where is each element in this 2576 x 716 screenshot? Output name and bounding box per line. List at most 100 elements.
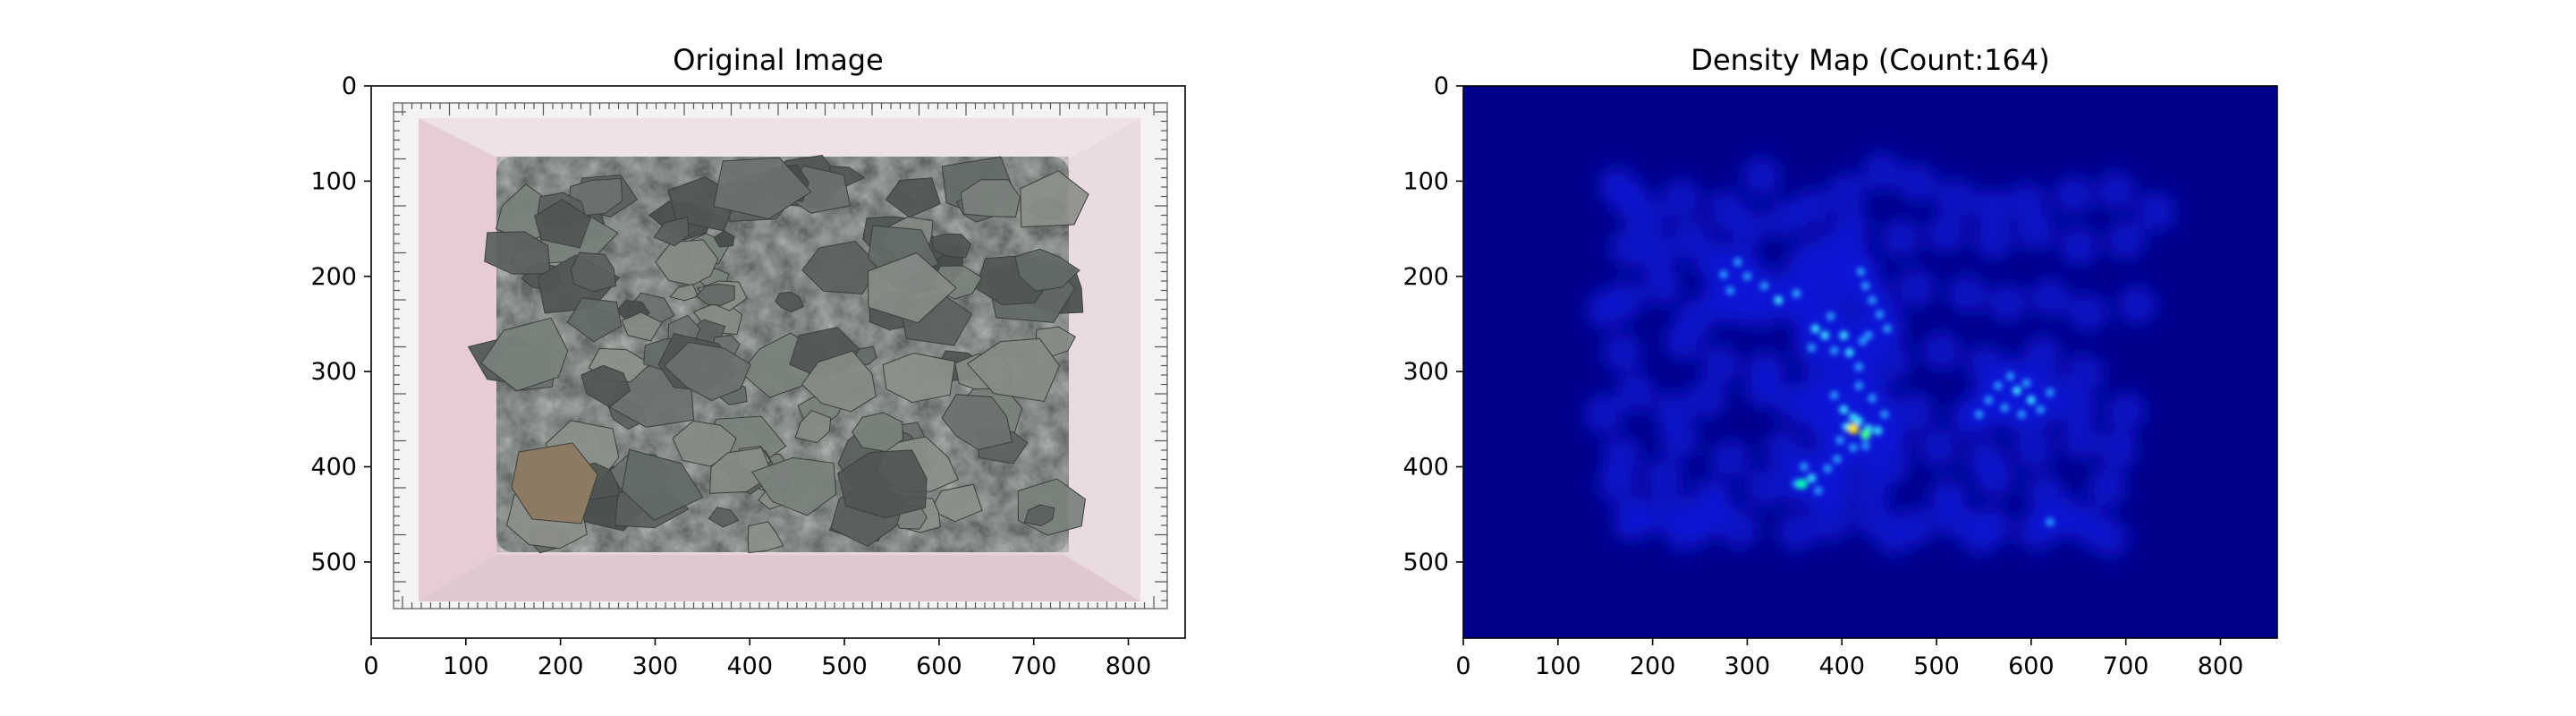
density-hotspot xyxy=(1807,473,1817,483)
density-point xyxy=(1820,226,1860,266)
density-hotspot xyxy=(1829,345,1839,355)
left-panel-title: Original Image xyxy=(673,43,884,77)
density-hotspot xyxy=(2026,396,2036,405)
density-point xyxy=(2022,334,2063,374)
density-point xyxy=(2136,192,2176,232)
density-point xyxy=(2065,354,2106,394)
density-point xyxy=(2070,506,2110,546)
density-point xyxy=(1612,502,1652,542)
right-y-tick-label: 500 xyxy=(1402,549,1449,576)
density-point xyxy=(2054,175,2094,216)
density-point xyxy=(1874,516,1914,556)
density-hotspot xyxy=(1844,347,1854,357)
right-x-tick-label: 600 xyxy=(2008,652,2055,680)
density-point xyxy=(1810,502,1851,542)
density-hotspot xyxy=(1835,435,1845,445)
density-point xyxy=(1936,178,1976,218)
rock-pieces xyxy=(467,154,1089,554)
left-x-tick-label: 800 xyxy=(1106,652,1152,680)
density-hotspot xyxy=(1873,426,1883,436)
density-hotspot xyxy=(1860,441,1870,451)
right-x-tick-label: 500 xyxy=(1913,652,1960,680)
density-hotspot xyxy=(1813,486,1823,496)
density-point xyxy=(1628,199,1668,239)
right-x-ticks: 0 100 200 300 400 500 600 700 800 xyxy=(1455,638,2243,680)
density-point xyxy=(1583,395,1623,435)
density-hotspot xyxy=(1839,405,1849,414)
right-x-tick-label: 200 xyxy=(1630,652,1676,680)
density-hotspot xyxy=(1854,381,1864,391)
density-hotspot xyxy=(2046,517,2055,527)
density-point xyxy=(1727,209,1767,249)
density-hotspot xyxy=(1820,330,1830,340)
density-hotspot xyxy=(1856,267,1866,277)
left-x-tick-label: 200 xyxy=(538,652,584,680)
density-peak xyxy=(1796,478,1808,490)
density-point xyxy=(1644,458,1684,499)
left-x-ticks: 0 100 200 300 400 500 600 700 800 xyxy=(363,638,1151,680)
right-y-tick-label: 400 xyxy=(1402,454,1449,482)
right-y-ticks: 0 100 200 300 400 500 xyxy=(1402,72,1463,576)
density-point xyxy=(2106,391,2146,431)
density-point xyxy=(2106,220,2146,260)
right-x-tick-label: 400 xyxy=(1818,652,1865,680)
density-hotspot xyxy=(1823,464,1833,473)
density-hotspot xyxy=(1792,288,1801,298)
density-point xyxy=(1973,220,2013,260)
left-y-tick-label: 200 xyxy=(310,263,357,291)
density-hotspot xyxy=(1868,393,1877,403)
density-hotspot xyxy=(1848,443,1858,453)
density-hotspot xyxy=(2000,403,2010,413)
density-hotspot xyxy=(2021,378,2031,388)
density-point xyxy=(2016,210,2056,251)
density-point xyxy=(1921,330,1962,371)
left-y-tick-label: 500 xyxy=(310,549,357,576)
density-hotspot xyxy=(1839,330,1849,340)
density-hotspot xyxy=(1774,295,1784,305)
density-hotspot xyxy=(1875,310,1885,320)
density-peak xyxy=(1847,422,1859,434)
right-x-tick-label: 300 xyxy=(1724,652,1771,680)
density-map-panel: Density Map (Count:164) 0 100 200 300 400 500… xyxy=(1402,43,2278,680)
density-hotspot xyxy=(1858,337,1868,346)
left-x-tick-label: 300 xyxy=(632,652,679,680)
density-point xyxy=(2098,430,2139,470)
stone-photo xyxy=(371,86,1185,638)
density-point xyxy=(2117,285,2157,325)
density-point xyxy=(1744,467,1784,507)
density-point xyxy=(1700,344,1741,384)
density-hotspot xyxy=(1974,410,1984,420)
density-hotspot xyxy=(1832,455,1842,465)
density-point xyxy=(1987,283,2028,323)
density-point xyxy=(1688,378,1727,418)
density-hotspot xyxy=(1826,311,1835,321)
density-point xyxy=(1776,511,1817,551)
density-point xyxy=(1895,391,1936,431)
density-point xyxy=(1615,372,1656,413)
density-point xyxy=(1642,266,1682,306)
density-hotspots xyxy=(1718,257,2055,527)
right-y-tick-label: 200 xyxy=(1402,263,1449,291)
density-point xyxy=(1663,321,1703,362)
density-point xyxy=(1897,163,1937,203)
density-hotspot xyxy=(1854,416,1864,426)
density-point xyxy=(2013,430,2053,470)
density-hotspot xyxy=(1984,396,1994,405)
right-axes-frame xyxy=(1462,85,2278,639)
density-hotspot xyxy=(2036,405,2046,414)
density-point xyxy=(1880,218,1920,259)
density-point xyxy=(1710,439,1750,480)
density-point xyxy=(1793,389,1834,430)
density-hotspot xyxy=(1879,410,1889,420)
density-point xyxy=(2030,277,2071,318)
density-point xyxy=(1959,516,1999,556)
density-point xyxy=(2058,226,2098,266)
density-peak xyxy=(1860,429,1871,440)
density-point xyxy=(1926,213,1966,253)
density-point xyxy=(1861,151,1902,192)
density-point xyxy=(1871,342,1911,382)
density-hotspot xyxy=(2017,410,2027,420)
density-point xyxy=(1719,508,1759,549)
density-point xyxy=(1741,157,1782,197)
